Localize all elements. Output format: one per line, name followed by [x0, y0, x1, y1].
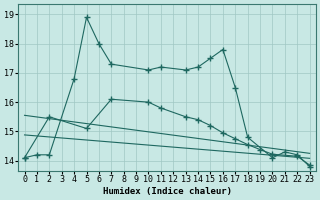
- X-axis label: Humidex (Indice chaleur): Humidex (Indice chaleur): [103, 187, 232, 196]
